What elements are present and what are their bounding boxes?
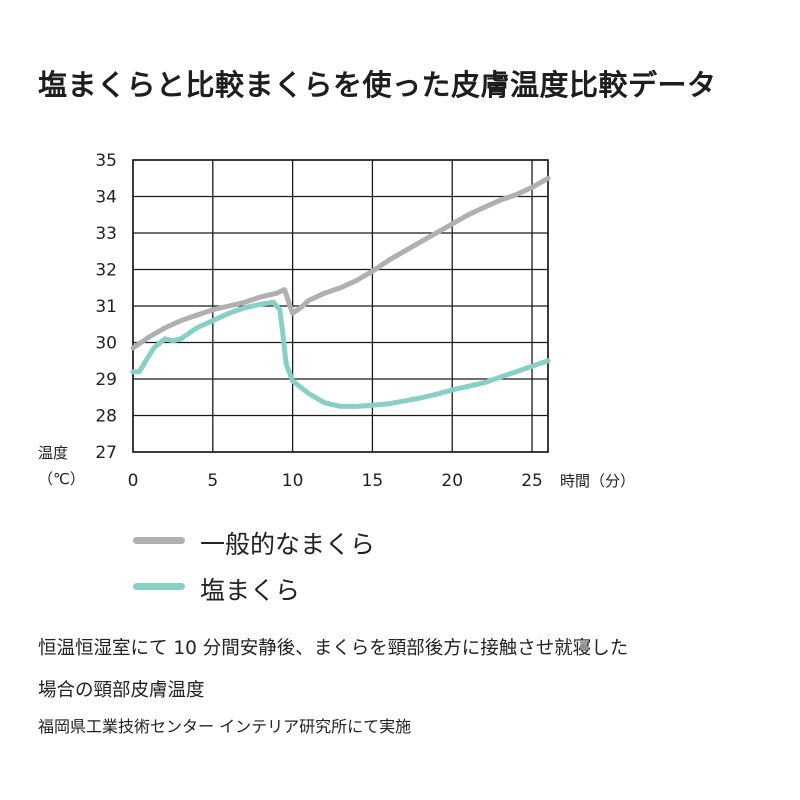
x-tick-label-15: 15 — [362, 471, 384, 491]
y-axis-title: 温度 — [38, 444, 68, 462]
y-tick-label-30: 30 — [95, 334, 117, 354]
x-axis-title: 時間（分） — [560, 472, 635, 490]
x-tick-label-0: 0 — [128, 471, 139, 491]
chart-grid — [132, 159, 549, 453]
series-line-0 — [130, 175, 551, 351]
legend-swatch-regular-pillow — [133, 537, 185, 544]
y-tick-label-28: 28 — [95, 407, 117, 427]
note-institution: 福岡県工業技術センター インテリア研究所にて実施 — [38, 717, 412, 736]
legend-swatch-salt-pillow — [133, 583, 185, 590]
page-title: 塩まくらと比較まくらを使った皮膚温度比較データ — [38, 68, 717, 102]
chart-ticks: 27 28 29 30 31 32 33 34 35 0 5 10 15 20 25 — [95, 151, 542, 491]
chart-series — [130, 175, 551, 409]
legend-label-regular-pillow: 一般的なまくら — [200, 530, 376, 559]
y-axis-unit: （℃） — [38, 470, 85, 488]
note-conditions: 恒温恒湿室にて 10 分間安静後、まくらを頸部後方に接触させ就寝した — [38, 638, 629, 659]
y-tick-label-35: 35 — [95, 151, 117, 171]
x-tick-label-25: 25 — [521, 471, 543, 491]
y-tick-label-31: 31 — [95, 297, 117, 317]
y-tick-label-32: 32 — [95, 261, 117, 281]
plot-frame — [132, 159, 549, 453]
x-tick-label-5: 5 — [207, 471, 218, 491]
y-tick-label-27: 27 — [95, 443, 117, 463]
y-tick-label-34: 34 — [95, 188, 117, 208]
series-line-1 — [130, 299, 551, 409]
y-tick-label-33: 33 — [95, 224, 117, 244]
x-tick-label-20: 20 — [441, 471, 463, 491]
legend-label-salt-pillow: 塩まくら — [200, 576, 301, 605]
y-tick-label-29: 29 — [95, 370, 117, 390]
x-tick-label-10: 10 — [282, 471, 304, 491]
note-measurement: 場合の頸部皮膚温度 — [38, 680, 205, 701]
